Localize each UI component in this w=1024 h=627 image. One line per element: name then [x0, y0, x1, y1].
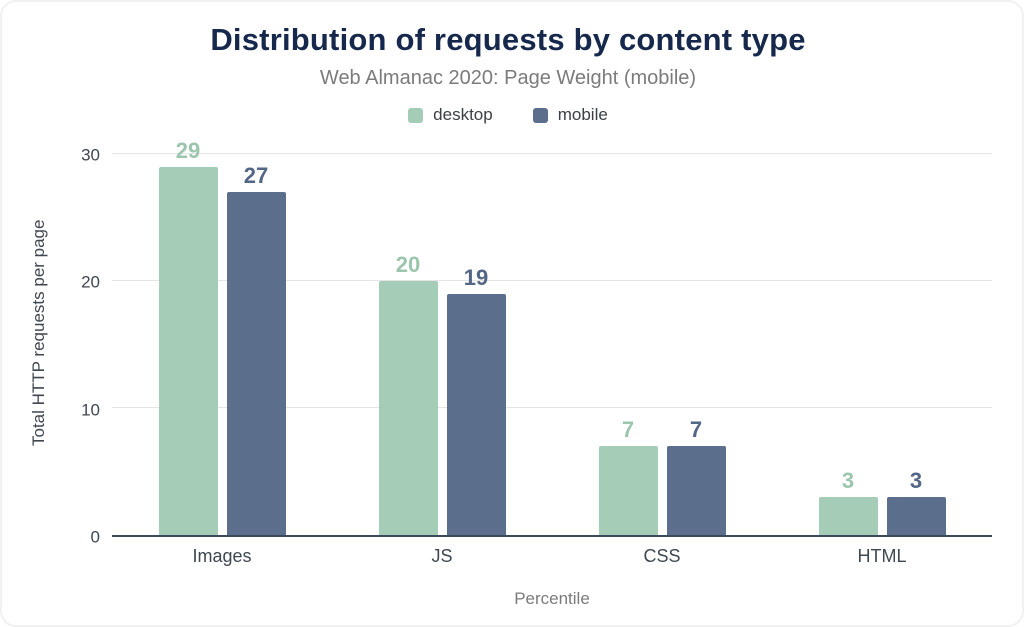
y-tick-label: 0 [90, 527, 100, 547]
legend-swatch-mobile [532, 107, 548, 123]
legend-item-desktop: desktop [408, 105, 493, 125]
legend-label-mobile: mobile [557, 105, 608, 124]
bar-desktop-html [818, 496, 878, 535]
value-label-mobile-css: 7 [689, 417, 703, 443]
bar-group-images: 29 27 [112, 129, 332, 535]
x-axis-title: Percentile [514, 589, 590, 608]
bar-mobile-css [666, 446, 726, 535]
bar-group-js: 20 19 [332, 129, 552, 535]
bar-groups: 29 27 20 19 7 7 3 3 [112, 129, 992, 535]
x-tick-label-css: CSS [643, 546, 681, 566]
plot-area: 29 27 20 19 7 7 3 3 [112, 129, 992, 537]
chart-title: Distribution of requests by content type [210, 22, 806, 57]
y-tick-label: 10 [81, 400, 100, 419]
y-axis-ticks: 0 10 20 30 [54, 129, 112, 546]
bar-unit-desktop-js: 20 [378, 129, 438, 535]
gridline [112, 407, 992, 409]
value-label-mobile-html: 3 [909, 467, 923, 493]
legend-swatch-desktop [408, 107, 424, 123]
bar-mobile-html [886, 496, 946, 535]
value-label-desktop-html: 3 [841, 467, 855, 493]
legend-label-desktop: desktop [433, 105, 493, 124]
y-tick-label: 30 [81, 145, 100, 164]
bar-unit-mobile-js: 19 [446, 129, 506, 535]
bar-desktop-images [158, 167, 218, 535]
x-tick-label-images: Images [192, 546, 252, 566]
x-tick-label-html: HTML [857, 546, 907, 566]
bar-mobile-images [226, 192, 286, 535]
bar-unit-mobile-images: 27 [226, 129, 286, 535]
gridline [112, 153, 992, 155]
value-label-desktop-css: 7 [621, 417, 635, 443]
bar-unit-desktop-html: 3 [818, 129, 878, 535]
bar-desktop-css [598, 446, 658, 535]
value-label-desktop-images: 29 [175, 138, 201, 164]
bar-unit-mobile-html: 3 [886, 129, 946, 535]
bar-desktop-js [378, 281, 438, 535]
value-label-mobile-images: 27 [243, 163, 269, 189]
y-tick-label: 20 [81, 272, 100, 292]
bar-mobile-js [446, 293, 506, 535]
chart-subtitle: Web Almanac 2020: Page Weight (mobile) [319, 67, 697, 89]
legend-item-mobile: mobile [532, 105, 608, 125]
value-label-mobile-js: 19 [463, 264, 489, 290]
legend: desktop mobile [24, 105, 992, 125]
x-tick-label-js: JS [431, 546, 453, 566]
bar-unit-desktop-images: 29 [158, 129, 218, 535]
chart-area: Total HTTP requests per page 0 10 20 30 29 2… [24, 129, 992, 617]
gridline [112, 280, 992, 282]
x-axis-labels: Images JS CSS HTML [112, 537, 992, 573]
bar-unit-mobile-css: 7 [666, 129, 726, 535]
y-axis-title: Total HTTP requests per page [29, 219, 48, 447]
value-label-desktop-js: 20 [395, 252, 421, 278]
bar-unit-desktop-css: 7 [598, 129, 658, 535]
